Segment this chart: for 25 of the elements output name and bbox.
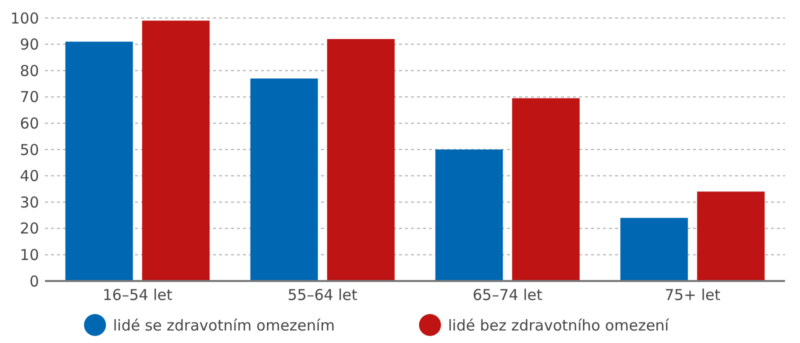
y-tick-label: 70 [20, 88, 39, 106]
bar [620, 218, 688, 281]
y-tick-label: 50 [20, 140, 39, 159]
y-tick-label: 20 [20, 220, 39, 238]
bar [435, 150, 503, 281]
bar [512, 98, 580, 281]
x-tick-label: 75+ let [664, 286, 720, 304]
bar [65, 42, 133, 281]
y-tick-label: 0 [29, 272, 39, 290]
y-tick-label: 90 [20, 36, 39, 54]
y-tick-label: 100 [10, 9, 39, 28]
bar [142, 20, 210, 281]
y-tick-label: 30 [20, 193, 39, 212]
legend-label: lidé bez zdravotního omezení [448, 316, 670, 334]
legend-label: lidé se zdravotním omezením [113, 316, 335, 334]
y-tick-label: 60 [20, 114, 39, 132]
y-tick-label: 10 [20, 246, 39, 264]
x-tick-label: 55–64 let [288, 286, 358, 304]
y-tick-label: 40 [20, 167, 39, 186]
x-tick-label: 16–54 let [102, 286, 172, 304]
bar [697, 192, 765, 281]
bar [250, 78, 318, 281]
bar [327, 39, 395, 281]
y-tick-label: 80 [20, 62, 39, 80]
x-tick-label: 65–74 let [472, 286, 542, 304]
